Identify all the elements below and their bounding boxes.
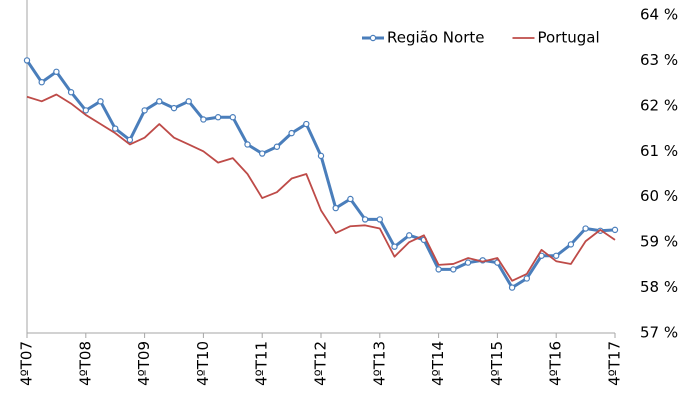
y-tick-label: 62 % <box>640 96 678 114</box>
x-tick-label: 4ºT09 <box>135 341 153 386</box>
x-tick-label: 4ºT15 <box>488 341 506 386</box>
data-point <box>582 225 589 232</box>
data-point <box>53 68 60 75</box>
data-point <box>435 266 442 273</box>
x-tick-label: 4ºT07 <box>18 341 36 386</box>
data-point <box>214 114 222 121</box>
x-tick-label: 4ºT12 <box>312 341 330 386</box>
data-point <box>406 232 413 239</box>
data-point <box>303 120 310 128</box>
data-point <box>141 107 148 114</box>
legend-label: Portugal <box>537 29 599 47</box>
data-point <box>317 152 325 160</box>
x-tick-label: 4ºT11 <box>253 341 271 386</box>
data-point <box>97 98 104 105</box>
y-tick-label: 61 % <box>640 142 678 160</box>
data-point <box>391 243 398 250</box>
y-tick-label: 60 % <box>640 187 678 205</box>
y-tick-label: 58 % <box>640 278 678 296</box>
series-line <box>26 93 616 282</box>
data-point <box>376 216 383 223</box>
x-tick-label: 4ºT13 <box>370 341 388 386</box>
data-point <box>259 150 266 157</box>
data-point <box>111 125 119 132</box>
data-point <box>450 266 457 273</box>
data-point <box>156 98 163 105</box>
data-point <box>244 141 251 148</box>
y-tick-label: 63 % <box>640 51 678 69</box>
data-point <box>332 204 339 212</box>
data-point <box>361 216 369 223</box>
y-tick-label: 57 % <box>640 324 678 342</box>
data-point <box>347 195 354 203</box>
legend-label: Região Norte <box>387 29 484 47</box>
data-point <box>38 79 45 86</box>
data-point <box>273 143 281 150</box>
data-point <box>553 252 560 259</box>
data-point <box>567 241 575 248</box>
data-point <box>523 275 531 282</box>
data-point <box>508 284 516 291</box>
series-line <box>25 59 616 290</box>
data-point <box>229 114 236 121</box>
data-point <box>611 226 619 234</box>
data-point <box>126 136 134 144</box>
data-point <box>200 116 207 123</box>
x-tick-label: 4ºT16 <box>547 341 565 386</box>
x-tick-label: 4ºT14 <box>429 341 447 386</box>
legend-marker <box>369 34 377 42</box>
x-tick-label: 4ºT17 <box>606 341 624 386</box>
data-point <box>82 107 90 114</box>
y-tick-label: 59 % <box>640 233 678 251</box>
data-point <box>288 129 295 137</box>
data-point <box>23 57 31 64</box>
data-point <box>185 98 192 105</box>
data-point <box>170 104 178 112</box>
y-tick-label: 64 % <box>640 6 678 24</box>
x-tick-label: 4ºT08 <box>76 341 94 386</box>
x-tick-label: 4ºT10 <box>194 341 212 386</box>
data-point <box>464 259 472 266</box>
data-point <box>67 89 75 96</box>
